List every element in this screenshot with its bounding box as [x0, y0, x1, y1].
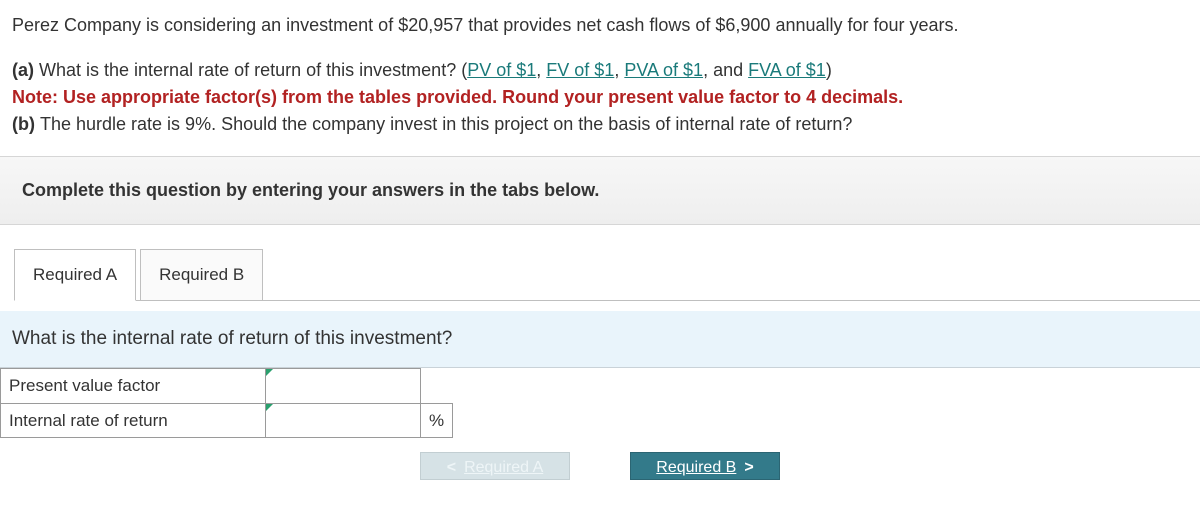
tab-prompt: What is the internal rate of return of t… — [0, 311, 1200, 369]
irr-label: Internal rate of return — [1, 403, 266, 438]
tabs: Required A Required B — [14, 249, 1200, 301]
tab-required-a[interactable]: Required A — [14, 249, 136, 301]
part-b-text: The hurdle rate is 9%. Should the compan… — [40, 114, 852, 134]
next-label: Required B — [656, 456, 736, 480]
input-marker-icon — [266, 369, 273, 376]
pvf-input[interactable] — [266, 369, 421, 404]
prev-button: < Required A — [420, 452, 570, 480]
note-prefix: Note: — [12, 87, 63, 107]
irr-input[interactable] — [266, 403, 421, 438]
input-marker-icon — [266, 404, 273, 411]
link-pv[interactable]: PV of $1 — [467, 60, 536, 80]
part-a-text: What is the internal rate of return of t… — [39, 60, 467, 80]
sep3: , and — [703, 60, 748, 80]
question-parts: (a) What is the internal rate of return … — [12, 57, 1188, 138]
question-intro: Perez Company is considering an investme… — [12, 12, 1188, 39]
row-pvf: Present value factor — [1, 369, 453, 404]
part-a-prefix: (a) — [12, 60, 39, 80]
link-fva[interactable]: FVA of $1 — [748, 60, 826, 80]
sep2: , — [614, 60, 624, 80]
close-paren: ) — [826, 60, 832, 80]
note-text: Use appropriate factor(s) from the table… — [63, 87, 903, 107]
nav-buttons: < Required A Required B > — [0, 452, 1200, 480]
prev-label: Required A — [464, 456, 543, 480]
irr-unit: % — [421, 403, 453, 438]
chevron-right-icon: > — [744, 456, 753, 480]
instruction-bar: Complete this question by entering your … — [0, 156, 1200, 225]
answer-table: Present value factor Internal rate of re… — [0, 368, 453, 438]
next-button[interactable]: Required B > — [630, 452, 780, 480]
sep1: , — [536, 60, 546, 80]
pvf-label: Present value factor — [1, 369, 266, 404]
link-pva[interactable]: PVA of $1 — [624, 60, 703, 80]
row-irr: Internal rate of return % — [1, 403, 453, 438]
link-fv[interactable]: FV of $1 — [546, 60, 614, 80]
pvf-unit — [421, 369, 453, 404]
tab-required-b[interactable]: Required B — [140, 249, 263, 301]
part-b-prefix: (b) — [12, 114, 40, 134]
chevron-left-icon: < — [447, 456, 456, 480]
